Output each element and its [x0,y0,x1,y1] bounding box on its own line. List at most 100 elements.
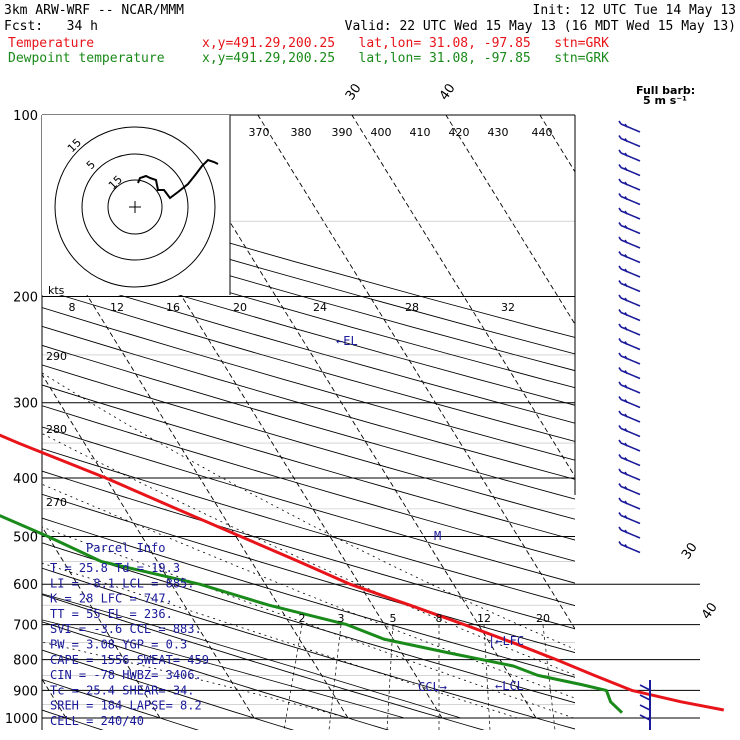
wind-barb-3 [620,166,641,177]
hodograph-trace [137,158,219,200]
wind-barb-flag2-9 [624,254,628,258]
isotherm-0 [69,115,443,719]
hodograph-scale-20: 20 [233,301,247,314]
hodograph-ring-0 [107,179,163,235]
low-level-barb-2 [639,704,651,711]
wind-barb-flag-29 [618,541,622,545]
wind-barb-0 [620,123,641,133]
wind-barb-flag2-4 [624,181,628,186]
wind-barb-flag-17 [618,367,622,371]
temperature-legend-info: x,y=491.29,200.25 lat,lon= 31.08, -97.85… [202,36,609,51]
wind-barb-10 [620,268,641,278]
low-level-barb-1 [639,694,651,701]
barb-legend-line1: Full barb: [636,84,695,97]
forecast-hour: Fcst: 34 h [4,19,98,34]
hodograph-background [42,115,230,295]
lfc-label: |←LFC [488,634,524,648]
hodograph-scale-8: 8 [69,301,76,314]
wind-barb-flag-0 [618,120,622,125]
wind-barb-flag2-24 [624,471,628,476]
wind-barb-23 [620,456,641,467]
isotherm--20 [42,373,255,719]
wind-barb-flag-1 [618,135,622,139]
parcel-info-row-3: TT = 55 EL = 236. [50,607,173,621]
dry-adiabat--30 [42,678,199,730]
hodograph-ring-1 [81,153,189,261]
wind-barb-flag2-8 [624,239,628,244]
wind-barb-flag2-23 [624,457,628,461]
barb-legend: Full barb: 5 m s⁻¹ [636,84,695,107]
dry-adiabat-110 [42,344,575,500]
parcel-info-row-5: PW = 3.08 YGP = 0.3 [50,638,187,652]
wind-barb-29 [620,543,641,554]
moist-adiabat-26 [42,433,575,676]
hodograph-scale-12: 12 [110,301,124,314]
wind-barb-flag2-10 [624,268,628,273]
wind-barb-flag-20 [618,410,622,415]
dry-adiabat-0 [42,594,485,730]
dry-adiabat-20 [42,542,575,704]
wind-barb-flag2-13 [624,312,628,316]
wind-barb-27 [620,514,641,525]
dry-adiabat-50 [42,470,575,630]
dry-adiabat-180 [42,220,575,372]
m-label: M [434,529,441,543]
mixing-ratio-label-12: 12 [477,612,491,625]
dewpoint-legend-info: x,y=491.29,200.25 lat,lon= 31.08, -97.85… [202,51,609,66]
pressure-tick-600: 600 [13,578,38,593]
isotherm-30 [351,115,575,478]
wind-barb-flag2-18 [624,384,628,389]
temperature-tick-right-40: 40 [699,600,721,622]
wind-barb-flag2-17 [624,370,628,374]
wind-barb-flag-18 [618,381,622,386]
hodograph-scale-28: 28 [405,301,419,314]
mixing-ratio-label-2: 2 [299,612,306,625]
wind-barb-24 [620,471,641,481]
theta-label-400: 400 [371,126,392,139]
wind-barb-20 [620,413,641,423]
wind-barb-21 [620,427,641,438]
wind-barb-flag2-7 [624,225,628,229]
mixing-ratio-label-5: 5 [390,612,397,625]
wind-barb-flag-12 [618,294,622,299]
wind-barb-flag2-14 [624,326,628,331]
parcel-info-row-1: LI = -8.1 LCL = 885. [50,576,195,590]
wind-barb-flag-21 [618,425,622,429]
wind-barb-flag-4 [618,178,622,183]
pressure-tick-300: 300 [13,397,38,412]
wind-barb-25 [620,485,641,496]
dry-adiabat-170 [42,236,575,389]
wind-barb-flag-26 [618,497,622,502]
wind-barb-26 [620,500,641,510]
wind-barb-19 [620,398,641,409]
mixing-ratio-line-2 [283,624,303,731]
wind-barb-flag-2 [618,149,622,154]
parcel-info-title: Parcel Info [86,541,165,555]
el-label: ←EL [336,334,358,348]
wind-barb-flag-10 [618,265,622,270]
mixing-ratio-label-8: 8 [436,612,443,625]
wind-barb-2 [620,152,641,162]
dry-adiabat--10 [42,621,390,730]
wind-barb-flag-5 [618,193,622,197]
wind-barb-flag2-29 [624,544,628,548]
wind-barb-flag-11 [618,280,622,284]
pressure-tick-1000: 1000 [5,712,38,727]
parcel-info-row-0: T = 25.8 Td = 19.3 [50,561,180,575]
theta-label-370: 370 [249,126,270,139]
dry-adiabat-160 [42,253,575,406]
wind-barb-flag-7 [618,222,622,226]
temperature-legend-label: Temperature [8,36,95,51]
wind-barb-flag2-16 [624,355,628,360]
wind-barb-flag-28 [618,526,622,531]
lcl-label: ←LCL [495,679,524,693]
dewpoint-legend-label: Dewpoint temperature [8,51,165,66]
wind-barb-flag2-0 [624,123,628,128]
theta-label-410: 410 [410,126,431,139]
temperature-profile [0,433,725,712]
wind-barb-flag-3 [618,164,622,168]
wind-barb-flag-8 [618,236,622,241]
moist-adiabat--10 [42,641,349,719]
wind-barb-flag2-21 [624,428,628,432]
